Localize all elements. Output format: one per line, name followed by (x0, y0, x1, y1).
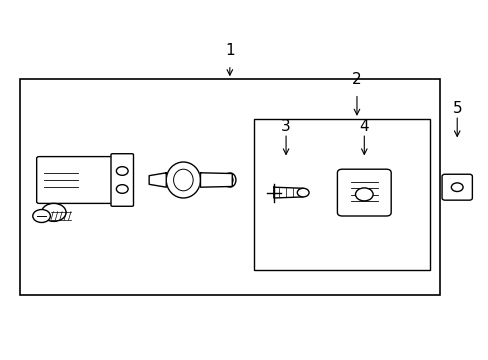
Text: 3: 3 (281, 118, 290, 134)
Circle shape (450, 183, 462, 192)
Bar (254, 119, 429, 270)
FancyBboxPatch shape (111, 154, 133, 206)
Ellipse shape (166, 162, 200, 198)
Circle shape (116, 185, 128, 193)
Bar (20, 79, 439, 295)
Polygon shape (200, 173, 232, 187)
Circle shape (33, 210, 50, 222)
FancyBboxPatch shape (441, 174, 471, 200)
Text: 2: 2 (351, 72, 361, 87)
Ellipse shape (226, 176, 233, 185)
FancyBboxPatch shape (337, 169, 390, 216)
Ellipse shape (223, 173, 236, 187)
Text: 4: 4 (359, 118, 368, 134)
Circle shape (116, 167, 128, 175)
Text: 5: 5 (451, 100, 461, 116)
Circle shape (41, 203, 66, 221)
Polygon shape (149, 173, 166, 187)
Polygon shape (273, 187, 303, 198)
Circle shape (297, 188, 308, 197)
FancyBboxPatch shape (37, 157, 115, 203)
Circle shape (355, 188, 372, 201)
Text: 1: 1 (224, 43, 234, 58)
Ellipse shape (173, 169, 193, 191)
